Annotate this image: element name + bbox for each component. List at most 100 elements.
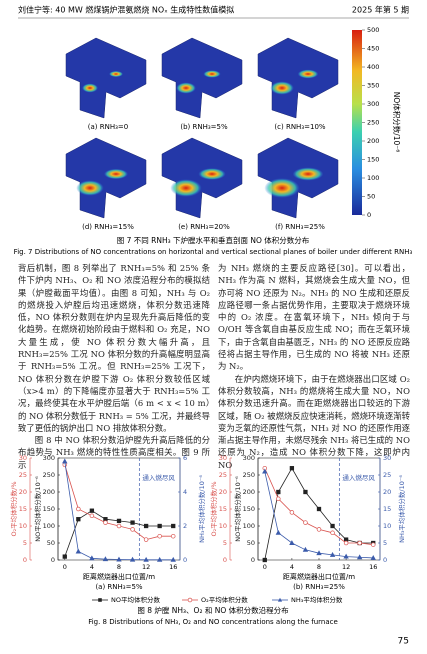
point [303, 489, 308, 495]
y-tick-label: 25 [19, 471, 27, 479]
y-tick-label: 0 [251, 556, 255, 564]
legend-marker [277, 597, 283, 602]
point [170, 556, 176, 562]
colorbar-tick-label: 150 [367, 156, 379, 164]
point [330, 523, 335, 529]
y-axis-label: NO平均体积分数/10⁻⁶ [33, 476, 42, 542]
legend-marker [98, 598, 102, 602]
x-tick-label: 16 [369, 563, 377, 571]
y-tick-label: 0 [383, 556, 387, 564]
y-axis-label: NH₃平均体积分数/10⁻⁶ [397, 475, 406, 543]
header-right: 2025 年第 5 期 [352, 5, 409, 15]
y-tick-label: 0 [223, 556, 227, 564]
hot-zone [170, 179, 202, 197]
fig7-caption-en: Fig. 7 Distributions of NO concentration… [14, 248, 413, 256]
colorbar-tick-label: 100 [367, 174, 379, 182]
point [357, 540, 362, 546]
y-tick-label: 6 [183, 454, 187, 462]
point [262, 468, 268, 474]
annotation: 通入燃尽风 [142, 473, 175, 482]
colorbar-tick-label: 0 [367, 211, 371, 219]
point [89, 508, 95, 513]
colorbar-tick-label: 400 [367, 63, 379, 71]
y-tick-label: 250 [243, 471, 255, 479]
x-tick-label: 0 [63, 563, 67, 571]
x-tick-label: 4 [290, 563, 294, 571]
hot-zone [292, 167, 324, 181]
hot-zone [76, 180, 104, 196]
x-axis-label: 距离燃烧器出口位置/m [283, 572, 355, 581]
point [316, 527, 322, 532]
boiler-render [65, 37, 147, 119]
point [103, 520, 108, 525]
paragraph: 背后机制，图 8 列举出了 RNH₃=5% 和 25% 条件下炉内 NH₃、O₂… [18, 263, 211, 433]
y-tick-label: 0 [183, 556, 187, 564]
point [75, 548, 82, 554]
colorbar-label: NO体积分数/10⁻⁶ [392, 92, 402, 153]
point [370, 555, 376, 560]
y-tick-label: 15 [19, 505, 27, 513]
boiler-render [161, 37, 243, 119]
point [157, 533, 162, 539]
y-tick-label: 4 [183, 488, 187, 496]
hot-zone [82, 83, 98, 93]
x-axis-label: 距离燃烧器出口位置/m [83, 572, 155, 581]
y-tick-label: 5 [223, 539, 227, 547]
point [316, 550, 322, 556]
point [343, 540, 349, 546]
y-tick-label: 0 [23, 556, 27, 564]
point [289, 510, 295, 515]
hot-zone [270, 81, 294, 95]
y-tick-label: 200 [43, 488, 55, 496]
point [89, 513, 95, 519]
point [116, 556, 122, 562]
y-tick-label: 30 [219, 454, 227, 462]
legend-marker [187, 597, 193, 603]
colorbar-tick-label: 300 [367, 100, 379, 108]
colorbar [352, 30, 362, 215]
panel-label: (d) RNH₃=15% [82, 223, 134, 231]
x-tick-label: 4 [90, 563, 94, 571]
y-tick-label: 250 [43, 471, 55, 479]
paragraph: 在炉内燃烧环境下，由于在燃烧器出口区域 O₂ 体积分数较高，NH₃ 的燃烧将生成… [218, 373, 410, 470]
point [170, 533, 176, 539]
point [276, 489, 281, 495]
sub-label: (a) RNH₃=5% [95, 583, 142, 591]
point [289, 466, 295, 471]
y-tick-label: 50 [47, 539, 55, 547]
y-tick-label: 100 [243, 522, 255, 530]
colorbar-tick-label: 250 [367, 119, 379, 127]
x-tick-label: 0 [263, 563, 267, 571]
point [302, 546, 309, 552]
point [130, 527, 135, 532]
y-tick-label: 5 [383, 539, 387, 547]
point [143, 556, 149, 562]
right-column: 为 NH₃ 燃烧的主要反应路径[30]。可以看出，NH₃ 作为高 N 燃料，其燃… [218, 262, 410, 471]
point [130, 520, 135, 525]
hot-zone [203, 70, 221, 78]
x-tick-label: 16 [169, 563, 177, 571]
y-tick-label: 150 [243, 505, 255, 513]
colorbar-tick-label: 200 [367, 137, 379, 145]
y-tick-label: 15 [383, 505, 391, 513]
y-axis-label: O₂平均体积分数/% [9, 481, 18, 536]
panel-label: (c) RNH₃=10% [274, 123, 325, 131]
point [330, 530, 335, 536]
point [329, 551, 336, 557]
y-tick-label: 10 [383, 522, 391, 530]
hot-zone [103, 168, 129, 180]
y-tick-label: 20 [19, 488, 27, 496]
point [303, 520, 308, 525]
point [275, 529, 282, 535]
colorbar-tick-label: 450 [367, 45, 379, 53]
left-column: 背后机制，图 8 列举出了 RNH₃=5% 和 25% 条件下炉内 NH₃、O₂… [18, 262, 210, 471]
colorbar-tick-label: 350 [367, 82, 379, 90]
point [262, 557, 267, 563]
x-tick-label: 8 [317, 563, 321, 571]
hot-zone [109, 71, 123, 77]
point [356, 554, 363, 560]
legend-label: NH₃平均体积分数 [291, 595, 343, 604]
y-axis-label: NH₃平均体积分数/10⁻⁶ [197, 475, 206, 543]
